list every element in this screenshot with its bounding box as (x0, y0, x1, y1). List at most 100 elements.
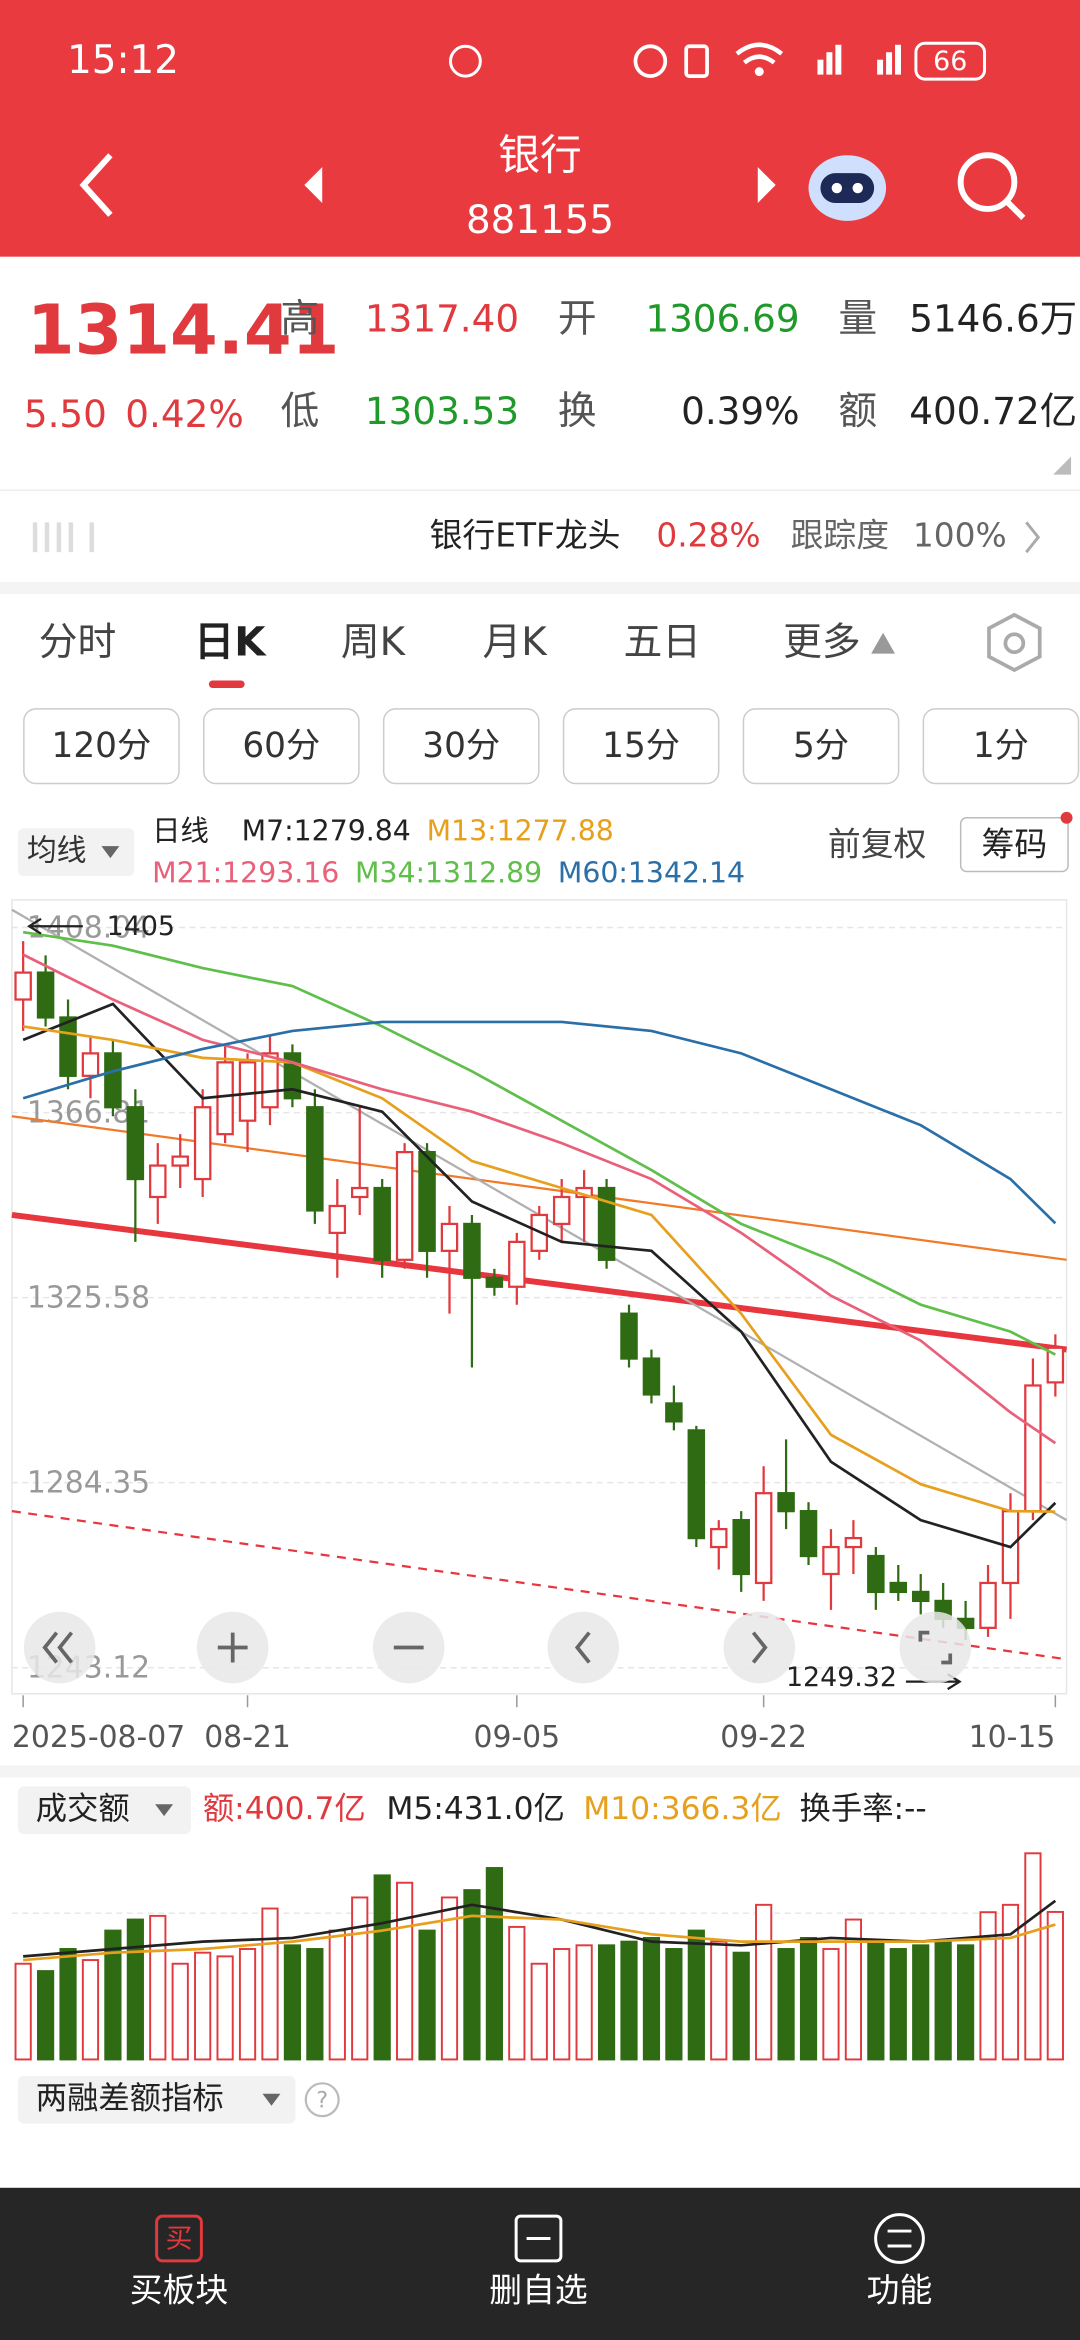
period-button[interactable] (23, 708, 180, 785)
trend-line (11, 1510, 1067, 1661)
period-button[interactable] (382, 708, 540, 785)
bottom-nav (0, 2187, 1080, 2340)
candle-body (710, 1527, 728, 1549)
volume-bar (418, 1929, 436, 2061)
battery-level: 66 (933, 46, 967, 77)
volume-bar (822, 1948, 840, 2061)
volume-title[interactable]: 成交额 (36, 1791, 130, 1827)
period-label[interactable]: 1分 (973, 726, 1029, 766)
period-label[interactable]: 15分 (602, 726, 680, 766)
period-button[interactable] (562, 708, 720, 785)
candle-body (104, 1052, 122, 1109)
period-label[interactable]: 30分 (422, 726, 500, 766)
next-candle-button[interactable] (723, 1611, 796, 1684)
candle-body (306, 1106, 324, 1212)
field-label: 低 (280, 389, 319, 434)
kline-frame (11, 899, 1068, 1695)
ma-legend-item: M7:1279.84 (242, 815, 411, 848)
prev-candle-button[interactable] (547, 1611, 620, 1684)
trend-line (11, 1115, 1067, 1261)
volume-bar (642, 1936, 661, 2061)
corner-mark (1053, 456, 1072, 475)
candle-body (216, 1061, 234, 1136)
adjust[interactable]: 前复权 (828, 826, 926, 864)
candle-body (552, 1195, 571, 1226)
tab[interactable]: 月K (483, 620, 549, 665)
volume-bar (36, 1970, 55, 2061)
settings-button[interactable] (987, 612, 1042, 673)
etf-tracking-label: 跟踪度 (791, 517, 889, 555)
nav-remove[interactable]: 删自选 (489, 2272, 587, 2310)
tab[interactable]: 周K (341, 620, 407, 665)
candle-body (867, 1554, 885, 1594)
tab[interactable]: 分时 (39, 620, 117, 665)
chips-button[interactable] (959, 817, 1069, 873)
prev-button[interactable] (304, 167, 323, 203)
fullscreen-button[interactable] (899, 1611, 972, 1684)
nav-function[interactable]: 功能 (867, 2272, 933, 2310)
field-value: 1306.69 (645, 296, 799, 340)
period-label[interactable]: 120分 (52, 726, 152, 766)
header-code: 881155 (466, 198, 614, 243)
field-label: 高 (280, 296, 319, 341)
assistant-button[interactable] (808, 155, 887, 221)
volume-bar (149, 1914, 167, 2061)
ma-selector-arrow (101, 846, 120, 859)
candle-body (463, 1222, 481, 1279)
ma-legend-item: M34:1312.89 (355, 857, 542, 890)
period-label[interactable]: 60分 (242, 726, 320, 766)
volume-bar (867, 1940, 885, 2061)
function-icon-bars (887, 2229, 912, 2248)
volume-bar (238, 1948, 257, 2061)
period-button[interactable] (922, 708, 1080, 785)
ma-selector-bg[interactable] (17, 828, 135, 877)
change: 5.50 (24, 392, 107, 436)
etf-name[interactable]: 银行ETF龙头 (430, 517, 621, 555)
volume-bar (620, 1940, 638, 2061)
chips-label[interactable]: 筹码 (982, 826, 1048, 864)
ma-legend-item: M21:1293.16 (152, 857, 339, 890)
etf-arrow[interactable] (1025, 521, 1041, 554)
volume-ma-line (23, 1914, 1056, 1962)
indicator-arrow (262, 2093, 281, 2106)
ma-line (22, 953, 1057, 1445)
indicator-selector-bg[interactable] (17, 2075, 296, 2124)
etf-change: 0.28% (656, 517, 760, 555)
period-label[interactable]: 5分 (793, 726, 849, 766)
volume-bar (328, 1929, 346, 2061)
volume-bar (687, 1929, 705, 2061)
ma-period: 日线 (152, 815, 209, 848)
volume-bar (1046, 1910, 1064, 2061)
volume-bar (597, 1944, 616, 2061)
y-tick-label: 1284.35 (27, 1466, 150, 1501)
battery (914, 41, 987, 81)
ma-selector[interactable]: 均线 (27, 834, 87, 869)
candle-body (508, 1240, 526, 1288)
period-button[interactable] (203, 708, 360, 785)
tab[interactable]: 更多 (783, 620, 861, 665)
search-button[interactable] (957, 152, 1026, 220)
candle-body (373, 1186, 391, 1261)
candle-body (665, 1402, 683, 1423)
volume-bar (553, 1948, 571, 2061)
indicator-name[interactable]: 两融差额指标 (36, 2081, 224, 2117)
volume-bar (126, 1918, 144, 2061)
period-button[interactable] (742, 708, 900, 785)
etf-tracking: 100% (913, 517, 1007, 555)
volume-bar (1001, 1903, 1020, 2061)
header-bg (0, 0, 1080, 257)
nav-buy[interactable]: 买板块 (130, 2272, 228, 2310)
volume-bar (665, 1948, 683, 2061)
candle-body (238, 1061, 257, 1122)
ma-line (22, 1020, 1057, 1225)
candle-body (754, 1492, 773, 1585)
volume-selector-bg[interactable] (17, 1786, 191, 1835)
tab-active[interactable]: 日K (194, 620, 267, 666)
tab[interactable]: 五日 (624, 620, 702, 665)
ma-line (22, 1002, 1057, 1549)
back-button[interactable] (79, 153, 113, 217)
candle-body (350, 1186, 369, 1199)
x-tick-label: 08-21 (204, 1720, 291, 1755)
help-button[interactable] (304, 2082, 340, 2118)
next-button[interactable] (757, 167, 776, 203)
